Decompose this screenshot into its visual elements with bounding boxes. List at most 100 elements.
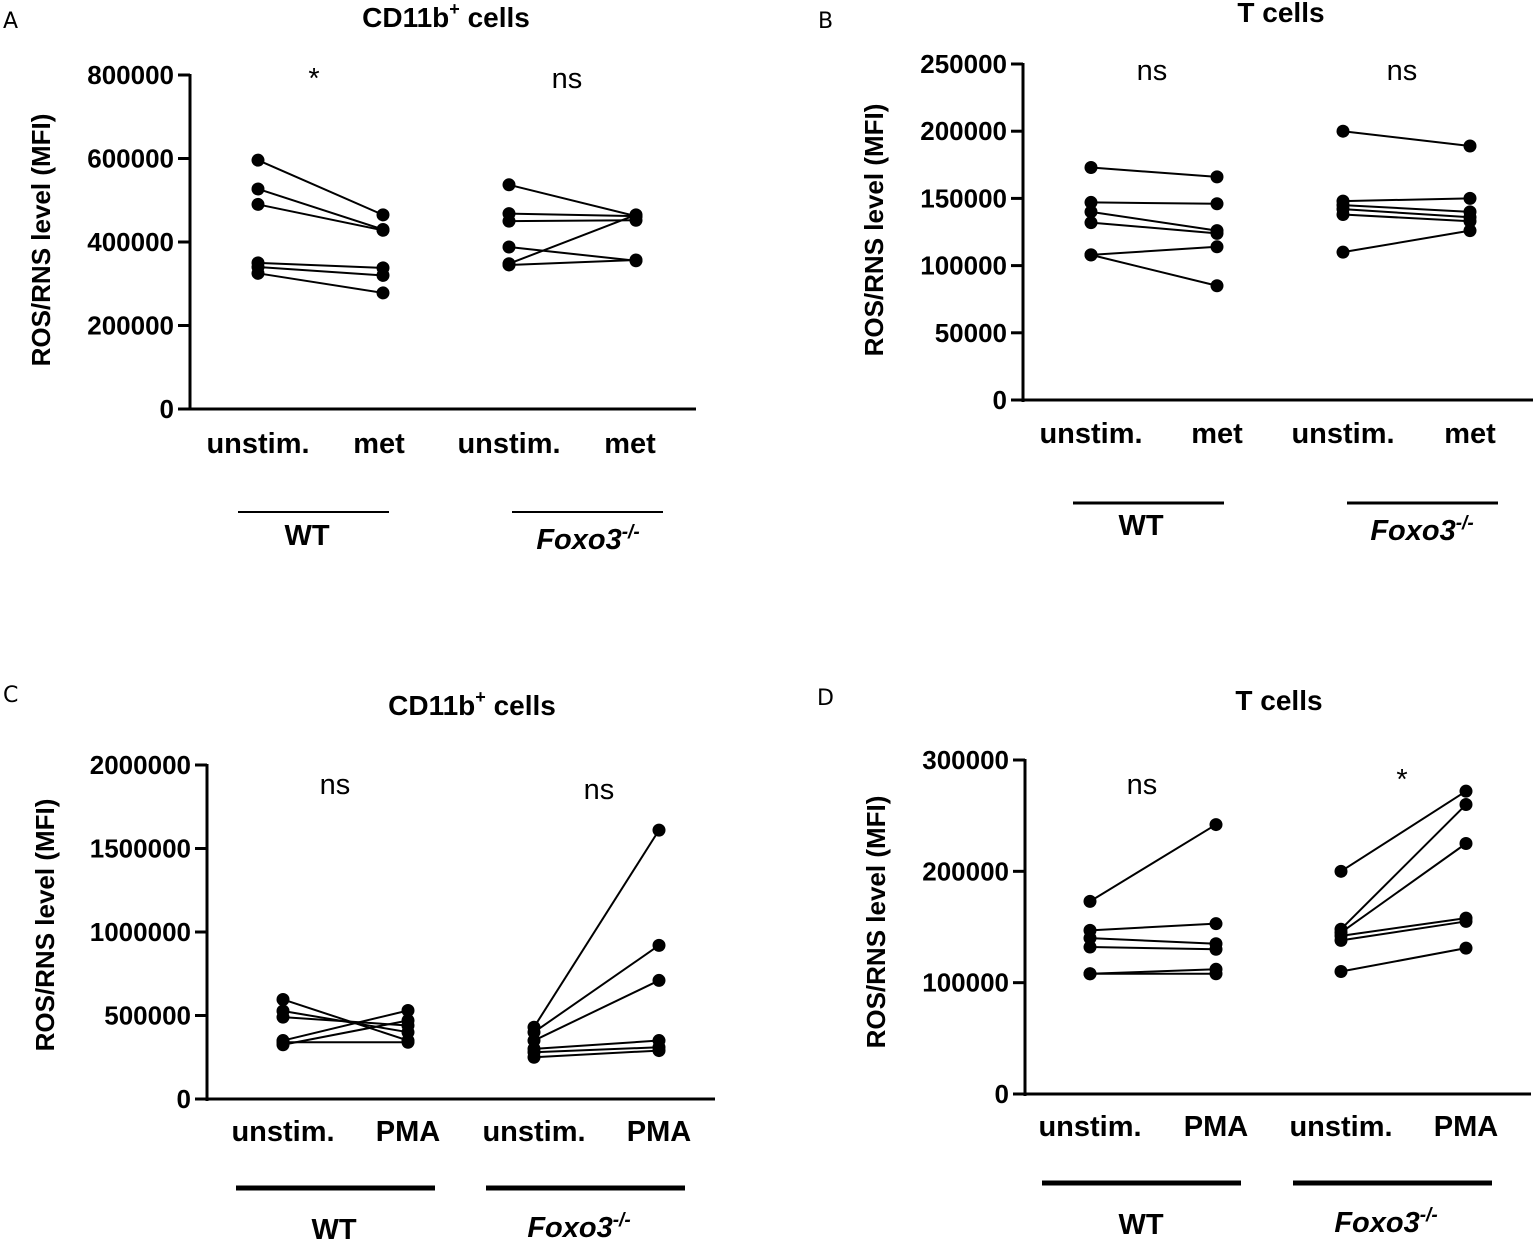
pair-line-b-g2-2 xyxy=(1342,197,1471,203)
group-label-d-wt: WT xyxy=(1118,1209,1163,1241)
y-tick-label-c-2: 1000000 xyxy=(90,917,191,947)
x-tick-label-b-3: unstim. xyxy=(1291,418,1394,450)
significance-a-foxo3: ns xyxy=(552,63,583,95)
pair-line-d-g1-2 xyxy=(1089,922,1217,932)
y-tick-label-b-3: 150000 xyxy=(920,183,1007,213)
point-before-d-g1-1 xyxy=(1083,894,1097,908)
point-after-d-g1-6 xyxy=(1209,967,1223,981)
data-pairs-b xyxy=(1084,124,1477,293)
x-tick-label-d-3: unstim. xyxy=(1289,1111,1392,1143)
significance-d-foxo3: * xyxy=(1396,764,1407,796)
pair-line-d-g2-5 xyxy=(1340,920,1467,942)
point-before-b-g1-6 xyxy=(1084,248,1098,262)
pair-line-b-g1-1 xyxy=(1090,166,1218,178)
pair-line-a-g1-4 xyxy=(257,261,384,269)
point-before-a-g1-6 xyxy=(251,266,265,280)
y-ticks-a: 0 200000 400000 600000 800000 xyxy=(87,60,190,424)
x-tick-label-c-3: unstim. xyxy=(482,1116,585,1148)
point-before-b-g2-6 xyxy=(1336,245,1350,259)
point-before-c-g1-6 xyxy=(276,1038,290,1052)
pair-line-d-g1-1 xyxy=(1089,823,1217,903)
x-tick-label-d-2: PMA xyxy=(1184,1111,1249,1143)
x-tick-label-a-2: met xyxy=(353,428,405,460)
point-after-b-g1-4 xyxy=(1210,226,1224,240)
point-before-a-g2-6 xyxy=(502,258,516,272)
point-after-b-g1-1 xyxy=(1210,170,1224,184)
point-after-b-g2-2 xyxy=(1463,191,1477,205)
x-tick-label-d-4: PMA xyxy=(1434,1111,1499,1143)
significance-a-wt: * xyxy=(308,63,319,95)
point-before-a-g1-2 xyxy=(251,182,265,196)
point-before-b-g1-2 xyxy=(1084,195,1098,209)
pair-line-c-g1-6 xyxy=(282,1019,409,1046)
pair-line-b-g1-6 xyxy=(1090,253,1218,287)
group-label-b-wt: WT xyxy=(1118,510,1163,542)
point-after-c-g2-1 xyxy=(652,823,666,837)
y-axis-label-d: ROS/RNS level (MFI) xyxy=(861,796,891,1049)
significance-b-foxo3: ns xyxy=(1387,55,1418,87)
point-after-c-g1-4 xyxy=(401,1003,415,1017)
y-tick-label-b-4: 200000 xyxy=(920,116,1007,146)
y-tick-label-b-5: 250000 xyxy=(920,49,1007,79)
point-after-d-g2-3 xyxy=(1459,837,1473,850)
point-after-d-g2-2 xyxy=(1459,798,1473,812)
point-before-b-g1-4 xyxy=(1084,216,1098,230)
panel-d: D T cells ROS/RNS level (MFI) 0 100000 200… xyxy=(817,685,1531,1241)
pair-line-a-g1-5 xyxy=(257,266,384,277)
y-ticks-c: 0 500000 1000000 1500000 2000000 xyxy=(90,750,207,1114)
x-tick-label-a-1: unstim. xyxy=(206,428,309,460)
x-tick-label-a-4: met xyxy=(604,428,656,460)
group-label-c-foxo3: Foxo3-/- xyxy=(527,1210,630,1241)
significance-c-foxo3: ns xyxy=(584,774,615,806)
point-before-d-g1-4 xyxy=(1083,940,1097,954)
chart-title-c: CD11b+ cells xyxy=(388,687,556,721)
pair-line-a-g2-4 xyxy=(508,246,637,262)
x-tick-label-c-4: PMA xyxy=(627,1116,692,1148)
pair-line-a-g2-1 xyxy=(508,183,637,218)
y-tick-label-d-0: 0 xyxy=(995,1079,1009,1109)
pair-line-d-g2-3 xyxy=(1340,842,1467,934)
point-before-d-g2-1 xyxy=(1334,864,1348,878)
significance-b-wt: ns xyxy=(1137,55,1168,87)
point-after-b-g2-1 xyxy=(1463,139,1477,153)
point-before-b-g2-5 xyxy=(1336,208,1350,222)
point-after-a-g1-3 xyxy=(376,223,390,237)
group-label-c-wt: WT xyxy=(311,1214,356,1241)
pair-line-d-g2-1 xyxy=(1340,790,1467,873)
point-after-d-g2-5 xyxy=(1459,914,1473,928)
data-pairs-d xyxy=(1083,784,1473,981)
pair-line-d-g1-3 xyxy=(1089,937,1217,945)
pair-line-a-g1-3 xyxy=(257,203,384,232)
x-tick-label-a-3: unstim. xyxy=(457,428,560,460)
point-before-d-g2-5 xyxy=(1334,933,1348,947)
significance-d-wt: ns xyxy=(1127,769,1158,801)
pair-line-c-g2-4 xyxy=(533,1039,660,1050)
pair-line-b-g2-3 xyxy=(1342,204,1471,213)
y-axis-label-c: ROS/RNS level (MFI) xyxy=(30,799,60,1052)
chart-title-d: T cells xyxy=(1235,685,1322,716)
point-before-a-g2-1 xyxy=(502,178,516,192)
point-after-d-g1-1 xyxy=(1209,818,1223,832)
pair-line-b-g2-5 xyxy=(1342,213,1471,223)
point-after-a-g2-5 xyxy=(629,208,643,222)
pair-line-b-g1-4 xyxy=(1090,221,1218,235)
y-axis-label-b: ROS/RNS level (MFI) xyxy=(859,104,889,357)
point-before-c-g1-1 xyxy=(276,992,290,1006)
group-label-a-wt: WT xyxy=(284,520,329,552)
y-tick-label-a-1: 200000 xyxy=(87,311,174,341)
pair-line-a-g2-6 xyxy=(508,258,637,266)
point-after-d-g2-1 xyxy=(1459,784,1473,798)
point-before-d-g2-6 xyxy=(1334,965,1348,979)
point-after-a-g1-5 xyxy=(376,268,390,282)
x-tick-label-b-1: unstim. xyxy=(1039,418,1142,450)
significance-c-wt: ns xyxy=(320,769,351,801)
pair-line-d-g2-2 xyxy=(1340,803,1467,930)
pair-line-b-g2-1 xyxy=(1342,130,1471,147)
point-before-b-g1-1 xyxy=(1084,160,1098,174)
point-after-a-g2-6 xyxy=(629,253,643,267)
y-tick-label-a-4: 800000 xyxy=(87,60,174,90)
pair-line-b-g1-2 xyxy=(1090,201,1218,205)
panel-letter-a: A xyxy=(3,9,18,34)
point-after-b-g2-6 xyxy=(1463,224,1477,238)
y-ticks-d: 0 100000 200000 300000 xyxy=(922,745,1025,1109)
